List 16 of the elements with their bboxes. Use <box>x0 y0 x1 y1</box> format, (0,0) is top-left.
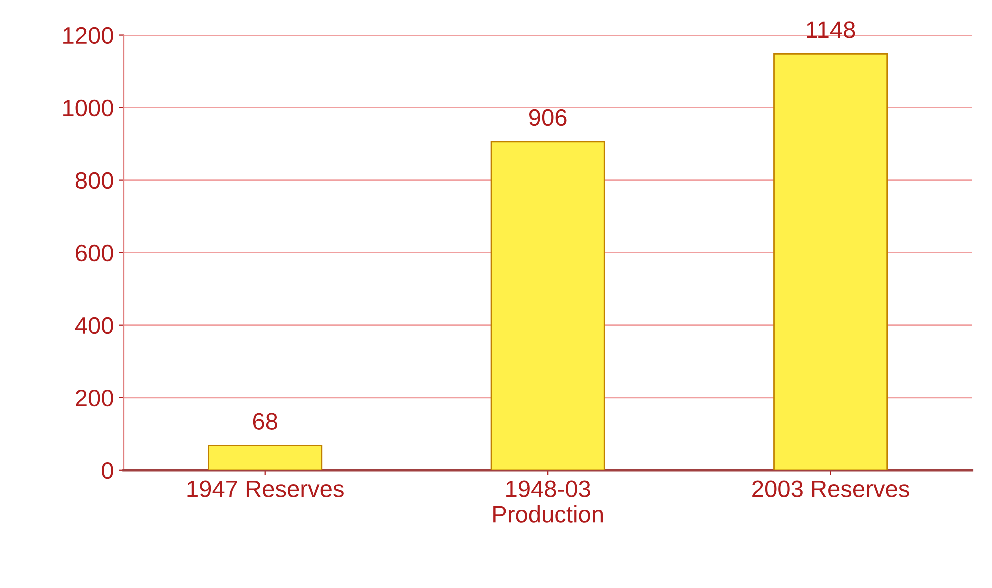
y-tick-label: 600 <box>76 244 114 262</box>
y-tick-label: 800 <box>76 172 114 190</box>
y-tick-label: 400 <box>75 317 114 334</box>
x-tick-label: 2003 Reserves <box>752 480 910 498</box>
data-label: 68 <box>253 413 278 430</box>
data-label: 906 <box>529 109 567 126</box>
y-tick-label: 0 <box>102 462 114 480</box>
x-tick-label: 1947 Reserves <box>188 480 344 498</box>
y-tick-label: 200 <box>76 390 114 407</box>
bar <box>774 53 888 470</box>
x-tick-label: 1948-03 Production <box>494 480 603 523</box>
data-label: 1148 <box>807 22 856 38</box>
y-tick-label: 1200 <box>64 27 114 44</box>
bar <box>490 141 606 470</box>
y-tick-label: 1000 <box>64 100 114 117</box>
bar <box>208 445 323 470</box>
